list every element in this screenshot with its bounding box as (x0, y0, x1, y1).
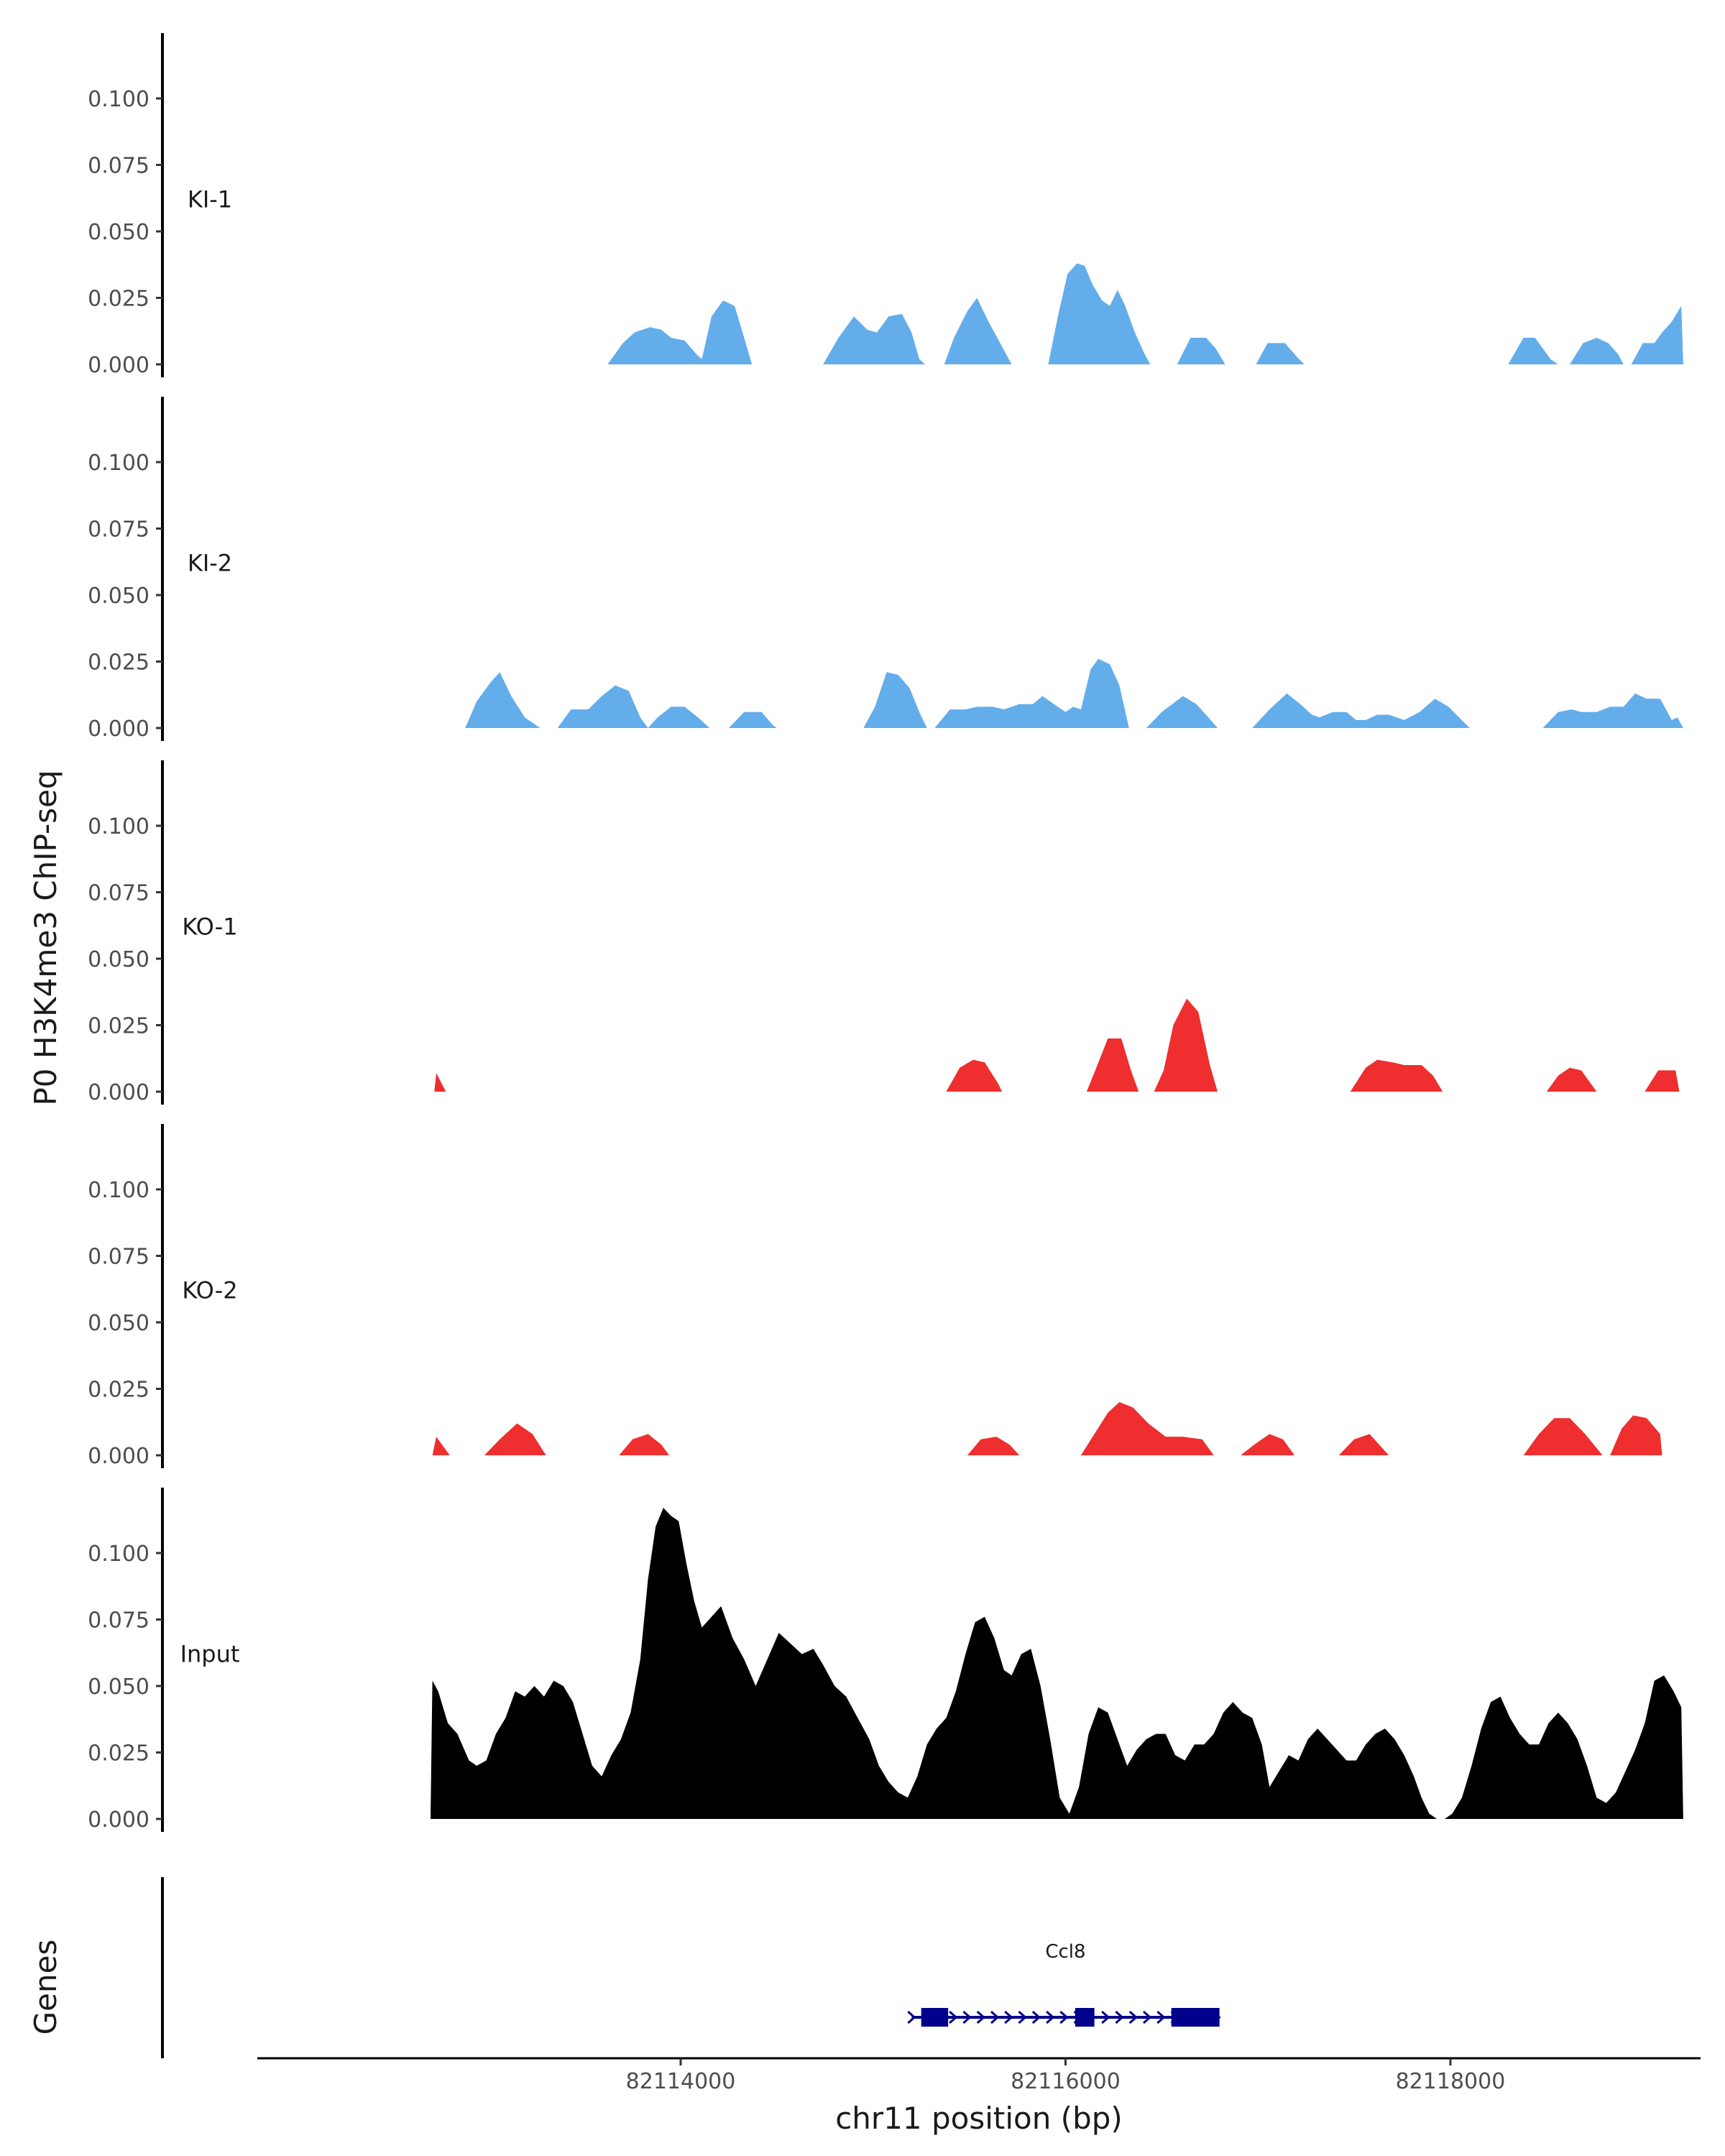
y-tick-label: 0.050 (88, 947, 150, 972)
track-input: 0.000 0.025 0.050 0.075 0.100 Input (88, 1488, 1683, 1833)
y-tick-label: 0.050 (88, 584, 150, 609)
x-tick-label: 82114000 (626, 2069, 736, 2094)
signal-area-ko-1 (434, 998, 1680, 1092)
strand-arrow (907, 2010, 916, 2024)
x-ticks: 82114000 82116000 82118000 (626, 2058, 1506, 2094)
track-label-ko-1: KO-1 (182, 913, 237, 941)
x-tick-label: 82116000 (1011, 2069, 1121, 2094)
y-tick-label: 0.050 (88, 1674, 150, 1700)
track-ki-2: 0.000 0.025 0.050 0.075 0.100 KI-2 (88, 397, 1683, 742)
strand-arrow (1156, 2010, 1166, 2024)
gene-exon (1171, 2008, 1220, 2027)
gene-exon (1075, 2008, 1095, 2027)
y-tick-label: 0.000 (88, 1444, 150, 1469)
strand-arrow (962, 2010, 972, 2024)
strand-arrow (1046, 2010, 1055, 2024)
y-tick-label: 0.100 (88, 451, 150, 476)
y-tick-label: 0.100 (88, 87, 150, 112)
tracks-layer: 0.0000.0250.0500.0750.100KI-10.0000.0250… (88, 33, 1683, 1833)
strand-arrow (1031, 2010, 1041, 2024)
strand-arrow (976, 2010, 985, 2024)
y-tick-label: 0.025 (88, 1378, 150, 1403)
signal-area-ki-1 (607, 263, 1683, 364)
y-tick-label: 0.075 (88, 1245, 150, 1270)
gene-model: Ccl8 (907, 1941, 1221, 2027)
y-tick-label: 0.025 (88, 1014, 150, 1039)
y-tick-label: 0.100 (88, 814, 150, 839)
y-tick-label: 0.000 (88, 717, 150, 742)
genes-panel-title: Genes (28, 1940, 63, 2035)
track-ko-2: 0.000 0.025 0.050 0.075 0.100 KO-2 (88, 1124, 1662, 1469)
signal-area-ki-2 (465, 658, 1683, 728)
y-tick-label: 0.000 (88, 1080, 150, 1105)
y-tick-label: 0.000 (88, 353, 150, 378)
strand-arrow (1059, 2010, 1069, 2024)
track-ko-1: 0.000 0.025 0.050 0.075 0.100 KO-1 (88, 760, 1680, 1105)
strand-arrow (1101, 2010, 1110, 2024)
track-label-ki-1: KI-1 (188, 186, 232, 213)
strand-arrow (949, 2010, 958, 2024)
gene-name-label: Ccl8 (1045, 1941, 1085, 1963)
y-tick-label: 0.075 (88, 517, 150, 543)
strand-arrow (1018, 2010, 1027, 2024)
y-tick-label: 0.025 (88, 650, 150, 676)
signal-area-ko-2 (432, 1402, 1662, 1455)
signal-area-input (431, 1508, 1683, 1819)
y-tick-label: 0.050 (88, 1311, 150, 1336)
y-tick-label: 0.050 (88, 220, 150, 245)
y-tick-label: 0.075 (88, 1608, 150, 1634)
x-axis-title: chr11 position (bp) (835, 2101, 1123, 2136)
y-tick-label: 0.025 (88, 1741, 150, 1766)
track-label-input: Input (180, 1641, 240, 1668)
y-tick-label: 0.000 (88, 1807, 150, 1833)
y-tick-label: 0.100 (88, 1542, 150, 1567)
x-axis: 82114000 82116000 82118000 chr11 position … (257, 2057, 1701, 2136)
strand-arrow (1143, 2010, 1152, 2024)
gene-exon (921, 2008, 949, 2027)
y-tick-label: 0.075 (88, 154, 150, 179)
strand-arrow (1128, 2010, 1138, 2024)
y-tick-label: 0.075 (88, 881, 150, 906)
gene-panel: Genes Ccl8 (28, 1877, 1221, 2058)
track-label-ko-2: KO-2 (182, 1277, 237, 1304)
track-label-ki-2: KI-2 (188, 550, 232, 577)
track-ki-1: 0.000 0.025 0.050 0.075 0.100 KI-1 (88, 33, 1683, 378)
y-tick-label: 0.100 (88, 1178, 150, 1203)
x-tick-label: 82118000 (1396, 2069, 1506, 2094)
strand-arrow (1115, 2010, 1124, 2024)
strand-arrow (1004, 2010, 1013, 2024)
y-axis-title: P0 H3K4me3 ChIP-seq (28, 770, 63, 1105)
strand-arrow (990, 2010, 1000, 2024)
y-tick-label: 0.025 (88, 287, 150, 312)
